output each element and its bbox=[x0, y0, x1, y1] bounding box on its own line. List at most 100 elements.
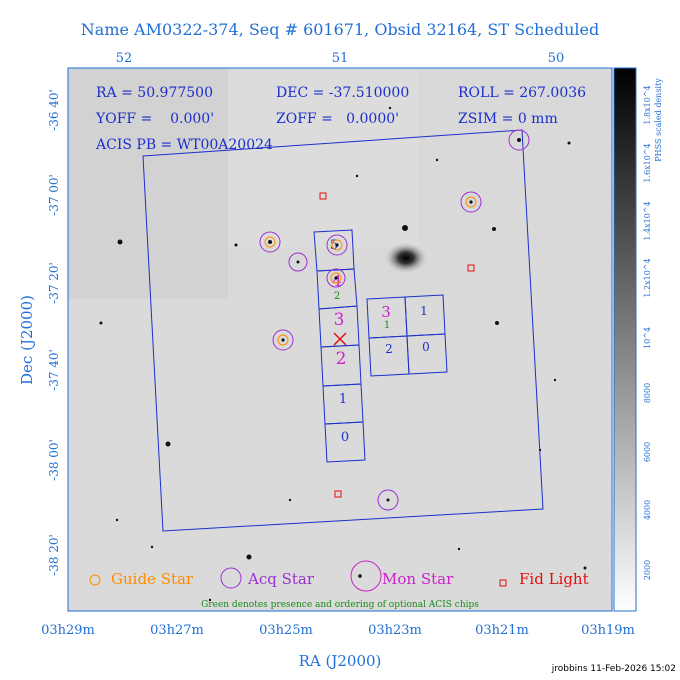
bottom-tick-label: 03h23m bbox=[368, 623, 422, 638]
chip-label-s3: 3 bbox=[334, 310, 345, 330]
sky-patch bbox=[68, 68, 228, 298]
bottom-tick-label: 03h19m bbox=[581, 623, 635, 638]
acq-star-icon bbox=[220, 567, 242, 589]
fid-light-icon bbox=[499, 579, 507, 587]
acis-pb-value: ACIS PB = WT00A20024 bbox=[95, 137, 273, 153]
colorbar-tick: 10^4 bbox=[643, 327, 652, 349]
acq-star-icon bbox=[272, 329, 294, 351]
acq-star-markers bbox=[259, 129, 530, 511]
chip-label-s0: 0 bbox=[341, 430, 349, 445]
footer-credit: jrobbins 11-Feb-2026 15:02 bbox=[551, 664, 676, 674]
acis-i-labels: 3 1 2 0 1 bbox=[381, 303, 430, 356]
acis-i-array bbox=[366, 294, 448, 377]
left-tick-label: -37 20' bbox=[47, 262, 61, 304]
field-stars bbox=[99, 106, 587, 602]
colorbar-gradient bbox=[613, 67, 637, 612]
guide-star-icon bbox=[277, 334, 289, 346]
left-tick-labels: -36 40' -37 00' -37 20' -37 40' -38 00' … bbox=[47, 89, 61, 576]
bottom-tick-label: 03h27m bbox=[150, 623, 204, 638]
colorbar-tick: 2000 bbox=[643, 560, 652, 580]
colorbar-label: PHSS scaled density bbox=[654, 78, 663, 162]
chip-label-s1: 1 bbox=[339, 392, 347, 407]
top-tick-labels: 52 51 50 bbox=[116, 51, 565, 66]
top-tick-label: 52 bbox=[116, 51, 133, 66]
optional-chip-label: 1 bbox=[384, 320, 390, 331]
acq-star-icon bbox=[326, 268, 346, 288]
optional-chips-note: Green denotes presence and ordering of o… bbox=[201, 600, 479, 610]
bottom-tick-label: 03h29m bbox=[41, 623, 95, 638]
x-axis-label: RA (J2000) bbox=[299, 652, 382, 670]
left-tick-label: -38 20' bbox=[47, 534, 61, 576]
colorbar-tick: 6000 bbox=[643, 442, 652, 462]
yoff-value: YOFF = 0.000' bbox=[95, 111, 214, 127]
bottom-tick-label: 03h25m bbox=[259, 623, 313, 638]
galaxy-blob bbox=[384, 242, 428, 274]
acq-star-icon bbox=[288, 252, 308, 272]
top-tick-label: 51 bbox=[332, 51, 349, 66]
guide-star-markers bbox=[264, 196, 477, 346]
sky-patch bbox=[228, 68, 418, 248]
colorbar-tick: 1.2x10^4 bbox=[643, 258, 652, 297]
field-of-view-box bbox=[142, 129, 544, 532]
left-tick-label: -38 00' bbox=[47, 439, 61, 481]
left-tick-label: -37 00' bbox=[47, 174, 61, 216]
sky-image bbox=[67, 67, 613, 612]
pointing-info: RA = 50.977500 DEC = -37.510000 ROLL = 2… bbox=[95, 85, 586, 153]
acq-star-icon bbox=[326, 234, 348, 256]
legend: Guide Star Acq Star Mon Star Fid Light G… bbox=[89, 560, 589, 610]
fid-light-icon bbox=[319, 192, 327, 200]
zoff-value: ZOFF = 0.0000' bbox=[276, 111, 399, 127]
chip-outline bbox=[406, 333, 448, 375]
chip-label-s4: 4 bbox=[332, 272, 342, 290]
target-star-dots bbox=[268, 138, 521, 502]
top-tick-label: 50 bbox=[548, 51, 565, 66]
acq-star-icon bbox=[508, 129, 530, 151]
acq-star-icon bbox=[377, 489, 399, 511]
y-axis-label: Dec (J2000) bbox=[18, 295, 36, 385]
ra-value: RA = 50.977500 bbox=[96, 85, 213, 101]
acq-star-icon bbox=[259, 231, 281, 253]
legend-acq-label: Acq Star bbox=[247, 570, 315, 588]
bottom-tick-label: 03h21m bbox=[475, 623, 529, 638]
roll-value: ROLL = 267.0036 bbox=[458, 85, 586, 101]
fid-light-icon bbox=[334, 490, 342, 498]
guide-star-icon bbox=[89, 574, 101, 586]
chip-label-i1: 1 bbox=[420, 304, 428, 318]
colorbar-tick: 1.8x10^4 bbox=[643, 85, 652, 124]
colorbar-tick: 1.6x10^4 bbox=[643, 143, 652, 182]
guide-star-icon bbox=[331, 239, 343, 251]
fid-light-markers bbox=[319, 192, 475, 498]
acq-star-icon bbox=[460, 191, 482, 213]
left-tick-label: -37 40' bbox=[47, 349, 61, 391]
dec-value: DEC = -37.510000 bbox=[276, 85, 409, 101]
acis-s-labels: 5 4 3 2 1 0 2 bbox=[330, 238, 349, 445]
guide-star-icon bbox=[264, 236, 276, 248]
legend-mon-label: Mon Star bbox=[382, 570, 454, 588]
guide-star-icon bbox=[330, 272, 342, 284]
chart-title: Name AM0322-374, Seq # 601671, Obsid 321… bbox=[81, 20, 599, 39]
colorbar-tick: 8000 bbox=[643, 383, 652, 403]
legend-fid-label: Fid Light bbox=[519, 570, 589, 588]
plot-frame bbox=[67, 67, 613, 612]
chip-outline bbox=[324, 421, 366, 463]
colorbar-tick: 1.4x10^4 bbox=[643, 201, 652, 240]
bottom-tick-labels: 03h29m 03h27m 03h25m 03h23m 03h21m 03h19… bbox=[41, 623, 635, 638]
chip-label-i3: 3 bbox=[381, 303, 391, 321]
chip-label-i0: 0 bbox=[422, 340, 430, 354]
chip-label-s5: 5 bbox=[330, 238, 338, 253]
chip-label-i2: 2 bbox=[385, 342, 393, 356]
optional-chip-label: 2 bbox=[334, 291, 340, 302]
acis-s-array bbox=[313, 229, 366, 463]
colorbar-tick: 4000 bbox=[643, 500, 652, 520]
guide-star-icon bbox=[465, 196, 477, 208]
left-tick-label: -36 40' bbox=[47, 89, 61, 131]
mon-star-icon bbox=[350, 560, 382, 592]
sky-patch bbox=[68, 300, 612, 611]
zsim-value: ZSIM = 0 mm bbox=[458, 111, 558, 127]
colorbar: PHSS scaled density 2000 4000 6000 8000 … bbox=[613, 67, 663, 612]
legend-guide-label: Guide Star bbox=[111, 570, 194, 588]
chip-label-s2: 2 bbox=[336, 349, 347, 369]
aimpoint-cross-icon bbox=[333, 332, 347, 346]
fid-light-icon bbox=[467, 264, 475, 272]
